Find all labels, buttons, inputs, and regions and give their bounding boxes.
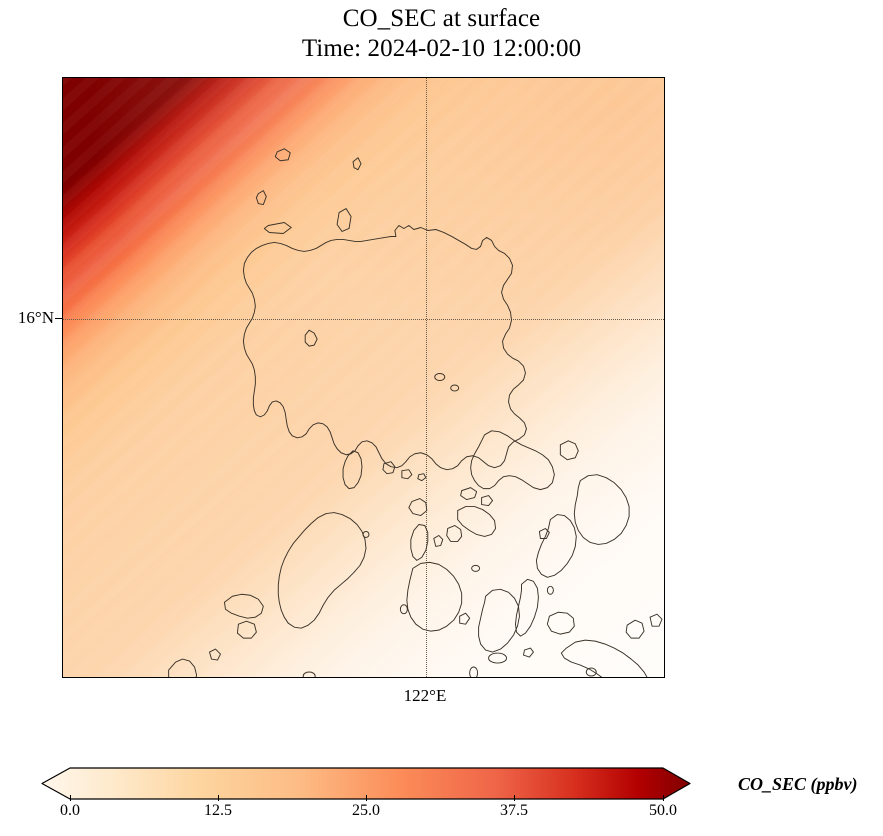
gridline-longitude-122e bbox=[426, 78, 427, 677]
colorbar-tick-label-0: 0.0 bbox=[60, 802, 80, 819]
colorbar-tick-label-2: 25.0 bbox=[352, 802, 380, 819]
gridline-latitude-16n bbox=[63, 319, 664, 320]
colorbar-tick-label-4: 50.0 bbox=[649, 802, 677, 819]
figure-title: CO_SEC at surface Time: 2024-02-10 12:00… bbox=[0, 4, 883, 63]
colorbar[interactable]: 0.0 12.5 25.0 37.5 50.0 CO_SEC (ppbv) bbox=[0, 752, 883, 836]
colorbar-tick-label-1: 12.5 bbox=[204, 802, 232, 819]
colorbar-tick-mark-3 bbox=[514, 795, 515, 801]
colorbar-tick-label-3: 37.5 bbox=[500, 802, 528, 819]
lat-tick-mark-16n bbox=[55, 318, 63, 319]
field-grid-quantisation bbox=[63, 78, 664, 677]
title-line-timestamp: Time: 2024-02-10 12:00:00 bbox=[301, 34, 582, 62]
colorbar-axis-label: CO_SEC (ppbv) bbox=[738, 774, 858, 794]
colorbar-tick-mark-4 bbox=[663, 795, 664, 801]
tracer-field-raster bbox=[63, 78, 664, 677]
lat-tick-label-16n: 16°N bbox=[17, 308, 54, 327]
colorbar-tick-mark-1 bbox=[218, 795, 219, 801]
lon-tick-label-122e: 122°E bbox=[403, 686, 447, 705]
colorbar-tick-mark-2 bbox=[366, 795, 367, 801]
colorbar-tick-mark-0 bbox=[70, 795, 71, 801]
colorbar-tick-row: 0.0 12.5 25.0 37.5 50.0 bbox=[0, 795, 883, 829]
map-axes[interactable] bbox=[62, 77, 665, 678]
title-line-variable: CO_SEC at surface bbox=[342, 5, 541, 32]
